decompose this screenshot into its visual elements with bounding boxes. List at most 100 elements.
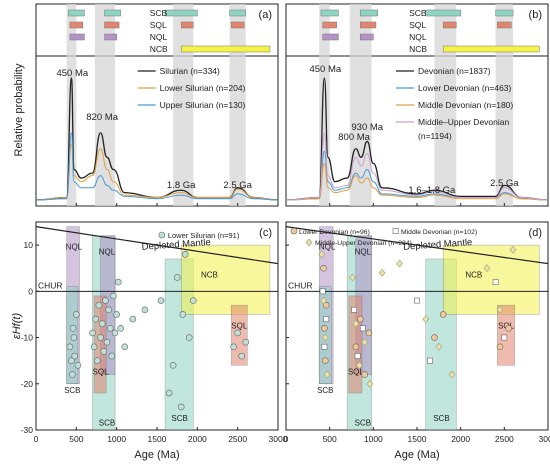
data-point xyxy=(351,306,358,313)
source-bar-nql xyxy=(69,33,85,41)
source-label-ncb: NCB xyxy=(150,44,168,54)
data-point xyxy=(321,333,329,342)
data-point xyxy=(321,343,328,350)
data-point xyxy=(320,264,327,272)
y-axis-label: εHf(t) xyxy=(11,313,23,340)
source-bar-scb xyxy=(495,9,514,17)
data-point xyxy=(496,305,504,314)
x-tick-label: 1500 xyxy=(408,434,427,444)
data-point xyxy=(117,325,124,332)
x-tick-label: 1000 xyxy=(364,434,383,444)
data-point xyxy=(355,361,363,370)
legend-label: Middle–Upper Devonian xyxy=(418,117,509,127)
age-peak-band xyxy=(319,4,330,206)
data-point xyxy=(496,343,504,351)
legend-label: Lower Devonian (n=96) xyxy=(299,229,370,236)
data-point xyxy=(113,311,120,318)
chur-label: CHUR xyxy=(288,280,313,290)
source-field-ncb xyxy=(442,244,540,315)
x-axis-label: Age (Ma) xyxy=(134,449,179,461)
depleted-mantle-label: Depleted Mantle xyxy=(403,237,473,253)
age-peak-band xyxy=(229,4,246,206)
depleted-mantle-line xyxy=(35,226,279,265)
data-point xyxy=(106,325,114,332)
data-point xyxy=(323,316,330,322)
data-point xyxy=(422,315,430,324)
data-point xyxy=(69,371,76,378)
panel-label: (c) xyxy=(259,227,272,239)
chur-label: CHUR xyxy=(38,280,63,290)
data-point xyxy=(70,334,78,341)
y-tick-label: 10 xyxy=(24,240,34,250)
data-point xyxy=(190,297,197,304)
x-tick-label: 0 xyxy=(34,434,39,444)
age-peak-band xyxy=(434,4,457,206)
data-point xyxy=(323,370,331,379)
source-bar-nql xyxy=(359,33,374,41)
legend-label: Silurian (n=334) xyxy=(160,66,220,76)
legend-label: Lower Silurian (n=204) xyxy=(160,83,246,93)
legend-label: Devonian (n=1837) xyxy=(418,66,491,76)
data-point xyxy=(98,320,106,327)
source-bar-scb xyxy=(164,9,198,17)
data-point xyxy=(114,278,122,286)
panel-label: (b) xyxy=(529,9,542,21)
x-tick-label: 500 xyxy=(323,434,337,444)
peak-label: 800 Ma xyxy=(338,132,370,143)
age-peak-band xyxy=(173,4,194,206)
x-tick-label: 1000 xyxy=(107,434,126,444)
peak-label: 1.6–1.8 Ga xyxy=(408,185,456,196)
source-field-label: SQL xyxy=(498,321,515,330)
source-bar-scb xyxy=(104,9,121,17)
data-point xyxy=(173,274,181,281)
data-point xyxy=(242,338,250,346)
data-point xyxy=(141,306,149,314)
data-point xyxy=(94,357,101,364)
legend-label: (n=1194) xyxy=(418,131,452,141)
data-point xyxy=(359,325,366,332)
data-point xyxy=(105,306,112,314)
legend-swatch xyxy=(392,228,399,234)
legend-swatch xyxy=(290,227,298,235)
source-bar-nql xyxy=(104,33,117,41)
source-field-label: NCB xyxy=(465,270,482,279)
legend-label: Middle Devonian (n=180) xyxy=(418,100,513,110)
source-bar-sql xyxy=(69,21,84,29)
source-bar-sql xyxy=(230,21,245,29)
data-point xyxy=(378,268,386,277)
source-bar-sql xyxy=(104,21,120,29)
data-point xyxy=(483,264,491,273)
source-bar-scb xyxy=(425,9,461,17)
legend-label: Middle-Upper Devonian (n=284) xyxy=(315,240,412,247)
source-label-nql: NQL xyxy=(409,32,427,42)
panel-label: (d) xyxy=(529,227,542,239)
data-point xyxy=(414,297,420,304)
data-point xyxy=(185,334,193,341)
data-point xyxy=(352,343,360,351)
data-point xyxy=(102,297,109,304)
data-point xyxy=(435,342,443,351)
data-point xyxy=(501,334,508,341)
x-tick-label: 1500 xyxy=(148,434,167,444)
data-point xyxy=(74,361,82,369)
source-bar-scb xyxy=(320,9,339,17)
data-point xyxy=(361,371,368,378)
source-field-label: SCB xyxy=(355,418,371,427)
source-bar-sql xyxy=(442,21,457,29)
data-point xyxy=(179,311,187,318)
data-point xyxy=(110,292,117,300)
source-bar-sql xyxy=(322,21,337,29)
x-tick-label: 0 xyxy=(284,434,289,444)
data-point xyxy=(111,329,119,337)
data-point xyxy=(234,329,241,337)
data-point xyxy=(505,325,513,332)
legend-label: Middle Devonian (n=102) xyxy=(401,229,477,236)
source-field-ncb xyxy=(180,244,271,315)
data-point xyxy=(427,357,433,364)
source-bar-scb xyxy=(229,9,246,17)
data-point xyxy=(89,329,96,337)
data-point xyxy=(238,352,245,360)
data-point xyxy=(181,251,189,258)
source-bar-sql xyxy=(359,21,377,29)
depleted-mantle-label: Depleted Mantle xyxy=(141,237,211,253)
